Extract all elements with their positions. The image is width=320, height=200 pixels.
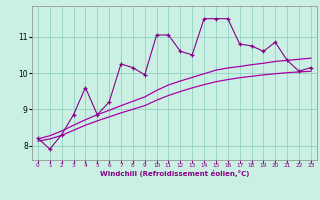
- X-axis label: Windchill (Refroidissement éolien,°C): Windchill (Refroidissement éolien,°C): [100, 170, 249, 177]
